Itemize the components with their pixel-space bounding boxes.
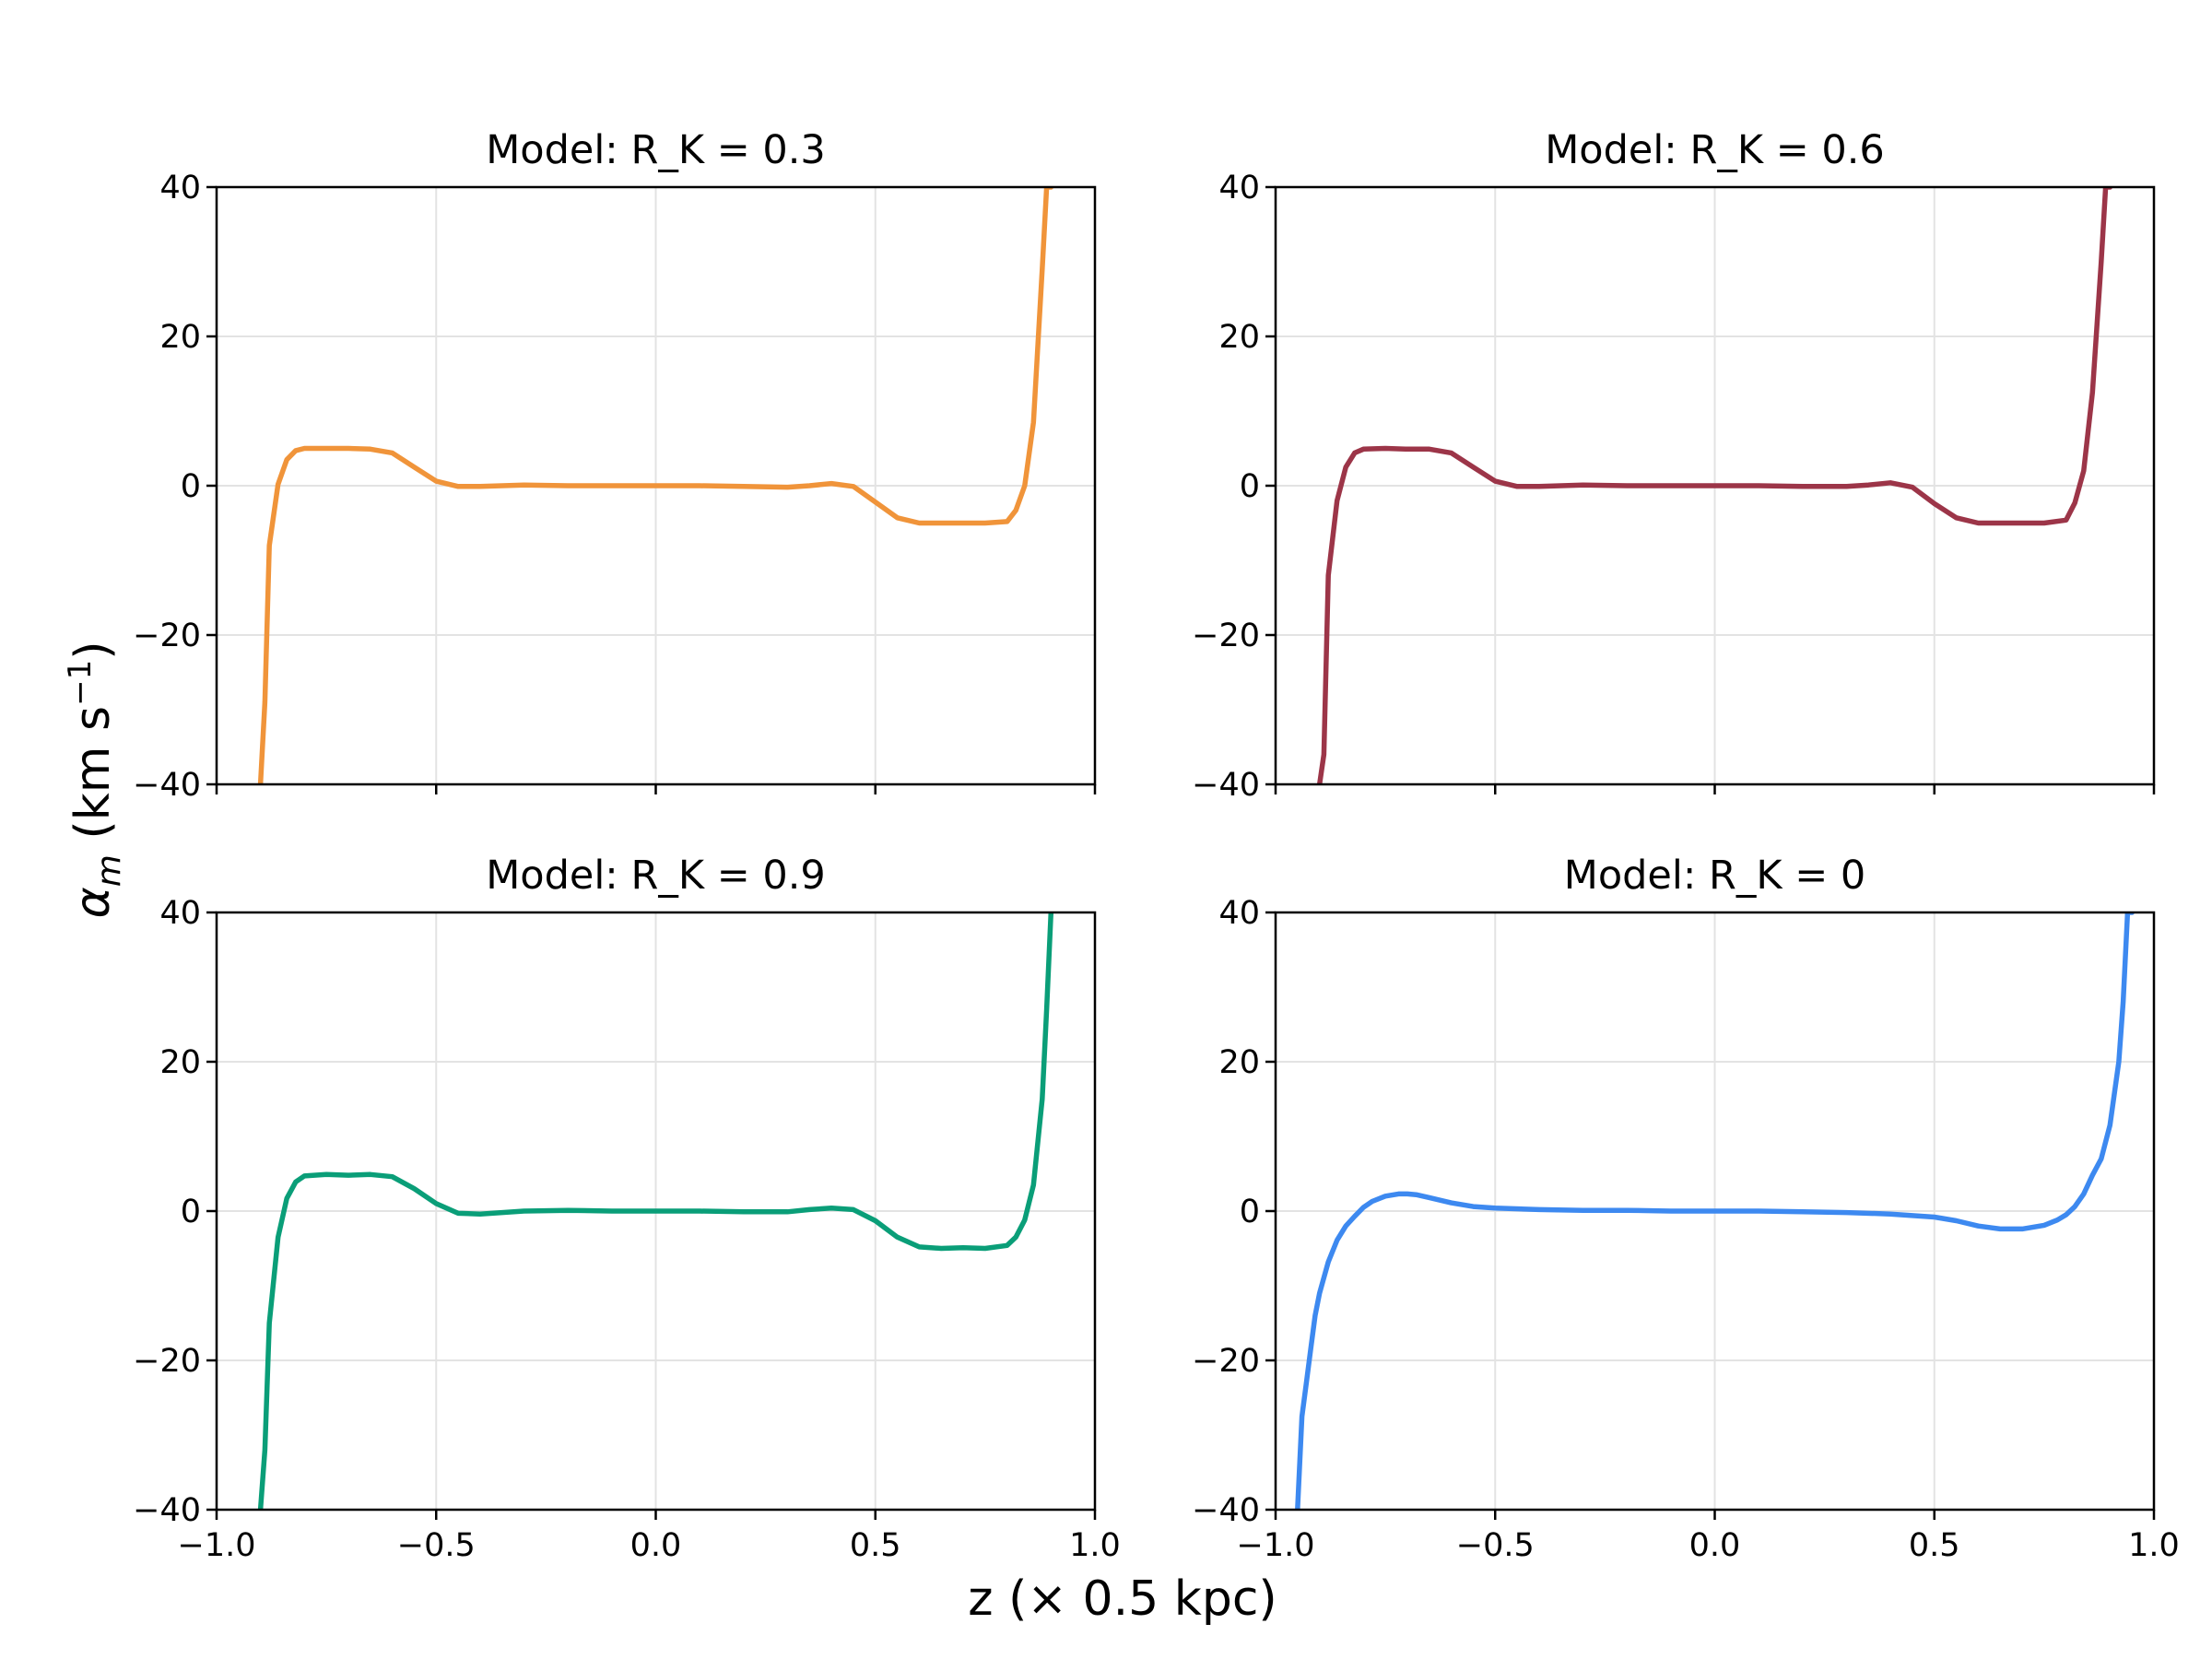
x-axis-label: z (× 0.5 kpc): [968, 1571, 1277, 1627]
x-tick-label: −0.5: [397, 1527, 476, 1564]
y-tick-label: 40: [1218, 170, 1260, 206]
y-tick-label: 20: [1218, 319, 1260, 356]
y-tick-label: 0: [1240, 1194, 1260, 1230]
series-line: [1316, 187, 2113, 784]
y-tick-label: −20: [1192, 1343, 1260, 1380]
x-tick-label: 1.0: [1069, 1527, 1121, 1564]
y-tick-label: −40: [1192, 767, 1260, 804]
y-tick-label: −20: [1192, 618, 1260, 654]
subplot-4: −40 −20 0 20 40 −1.0 −0.5 0.0 0.5 1.0 Model: R_K =…: [1192, 853, 2180, 1564]
y-axis-label-close: ): [65, 641, 121, 660]
y-axis-label-subscript: m: [90, 854, 128, 887]
y-tick-label: 0: [181, 1194, 201, 1230]
x-tick-label: −1.0: [178, 1527, 256, 1564]
subplot-grid: −40 −20 0 20 40 Model: R_K = 0.3 −40 −20 0 20 40 Mo…: [133, 127, 2180, 1564]
y-tick-label: 20: [159, 1044, 201, 1081]
x-tick-label: 0.5: [1909, 1527, 1960, 1564]
y-tick-label: 0: [181, 468, 201, 505]
series-line: [257, 912, 1054, 1510]
y-tick-label: 20: [159, 319, 201, 356]
y-axis-label-units: (km s: [65, 706, 121, 854]
y-tick-label: −20: [133, 618, 201, 654]
y-axis-label-exponent: −1: [62, 660, 99, 706]
x-tick-label: −0.5: [1456, 1527, 1535, 1564]
y-tick-label: 0: [1240, 468, 1260, 505]
x-tick-label: 0.0: [630, 1527, 682, 1564]
subplot-title: Model: R_K = 0.9: [486, 853, 826, 899]
y-tick-label: 20: [1218, 1044, 1260, 1081]
y-tick-label: −20: [133, 1343, 201, 1380]
y-tick-label: −40: [1192, 1492, 1260, 1529]
y-tick-label: 40: [1218, 895, 1260, 932]
subplot-title: Model: R_K = 0.3: [486, 127, 826, 173]
x-tick-label: 0.5: [850, 1527, 901, 1564]
y-tick-label: 40: [159, 170, 201, 206]
x-tick-label: −1.0: [1237, 1527, 1315, 1564]
series-line: [1295, 912, 2135, 1510]
y-axis-label: αm (km s−1): [62, 641, 128, 919]
subplot-3: −40 −20 0 20 40 −1.0 −0.5 0.0 0.5 1.0 Model: R_K =…: [133, 853, 1121, 1564]
subplot-1: −40 −20 0 20 40 Model: R_K = 0.3: [133, 127, 1097, 804]
series-line: [257, 187, 1054, 784]
x-tick-label: 1.0: [2128, 1527, 2180, 1564]
subplot-2: −40 −20 0 20 40 Model: R_K = 0.6: [1192, 127, 2156, 804]
x-tick-label: 0.0: [1689, 1527, 1741, 1564]
y-axis-label-symbol: α: [65, 887, 121, 918]
y-tick-label: −40: [133, 767, 201, 804]
y-tick-label: 40: [159, 895, 201, 932]
y-tick-label: −40: [133, 1492, 201, 1529]
subplot-title: Model: R_K = 0: [1564, 853, 1866, 899]
subplot-title: Model: R_K = 0.6: [1545, 127, 1885, 173]
